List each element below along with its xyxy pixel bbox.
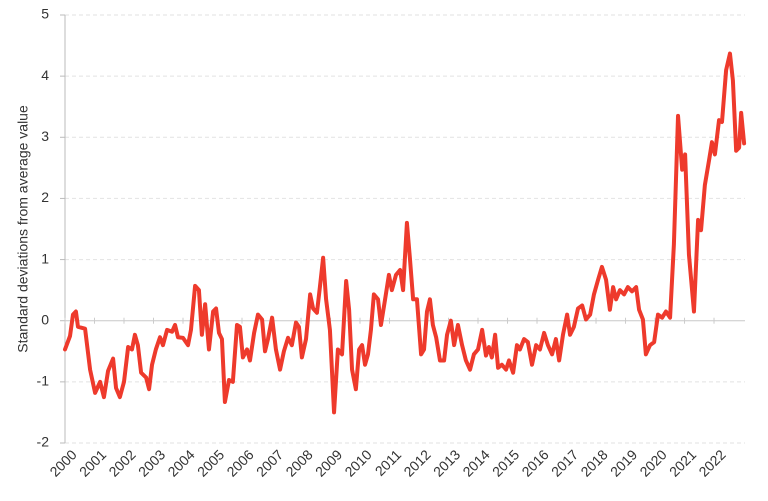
y-tick-label: 2 bbox=[41, 189, 49, 205]
x-tick-label: 2010 bbox=[341, 446, 374, 479]
x-tick-label: 2000 bbox=[46, 446, 79, 479]
y-tick-label: 3 bbox=[41, 128, 49, 144]
x-tick-label: 2006 bbox=[223, 446, 256, 479]
line-series bbox=[63, 51, 747, 415]
x-tick-label: 2020 bbox=[636, 446, 669, 479]
x-tick-label: 2017 bbox=[548, 446, 581, 479]
x-tick-label: 2018 bbox=[577, 446, 610, 479]
x-tick-label: 2022 bbox=[695, 446, 728, 479]
x-tick-label: 2021 bbox=[666, 446, 699, 479]
y-tick-label: 5 bbox=[41, 6, 49, 22]
y-tick-label: 4 bbox=[41, 67, 49, 83]
x-tick-label: 2019 bbox=[607, 446, 640, 479]
x-tick-label: 2005 bbox=[194, 446, 227, 479]
y-tick-label: -2 bbox=[37, 434, 50, 450]
x-tick-label: 2012 bbox=[400, 446, 433, 479]
x-tick-label: 2001 bbox=[76, 446, 109, 479]
y-tick-label: 0 bbox=[41, 311, 49, 327]
y-tick-label: -1 bbox=[37, 373, 50, 389]
x-tick-label: 2009 bbox=[312, 446, 345, 479]
x-tick-label: 2014 bbox=[459, 446, 492, 479]
x-tick-label: 2013 bbox=[430, 446, 463, 479]
x-tick-label: 2002 bbox=[105, 446, 138, 479]
x-tick-label: 2015 bbox=[489, 446, 522, 479]
x-tick-label: 2003 bbox=[135, 446, 168, 479]
y-tick-label: 1 bbox=[41, 250, 49, 266]
x-tick-label: 2008 bbox=[282, 446, 315, 479]
x-tick-label: 2016 bbox=[518, 446, 551, 479]
y-axis-title: Standard deviations from average value bbox=[15, 105, 31, 353]
x-tick-label: 2007 bbox=[253, 446, 286, 479]
x-tick-label: 2004 bbox=[164, 446, 197, 479]
x-tick-label: 2011 bbox=[372, 446, 405, 479]
